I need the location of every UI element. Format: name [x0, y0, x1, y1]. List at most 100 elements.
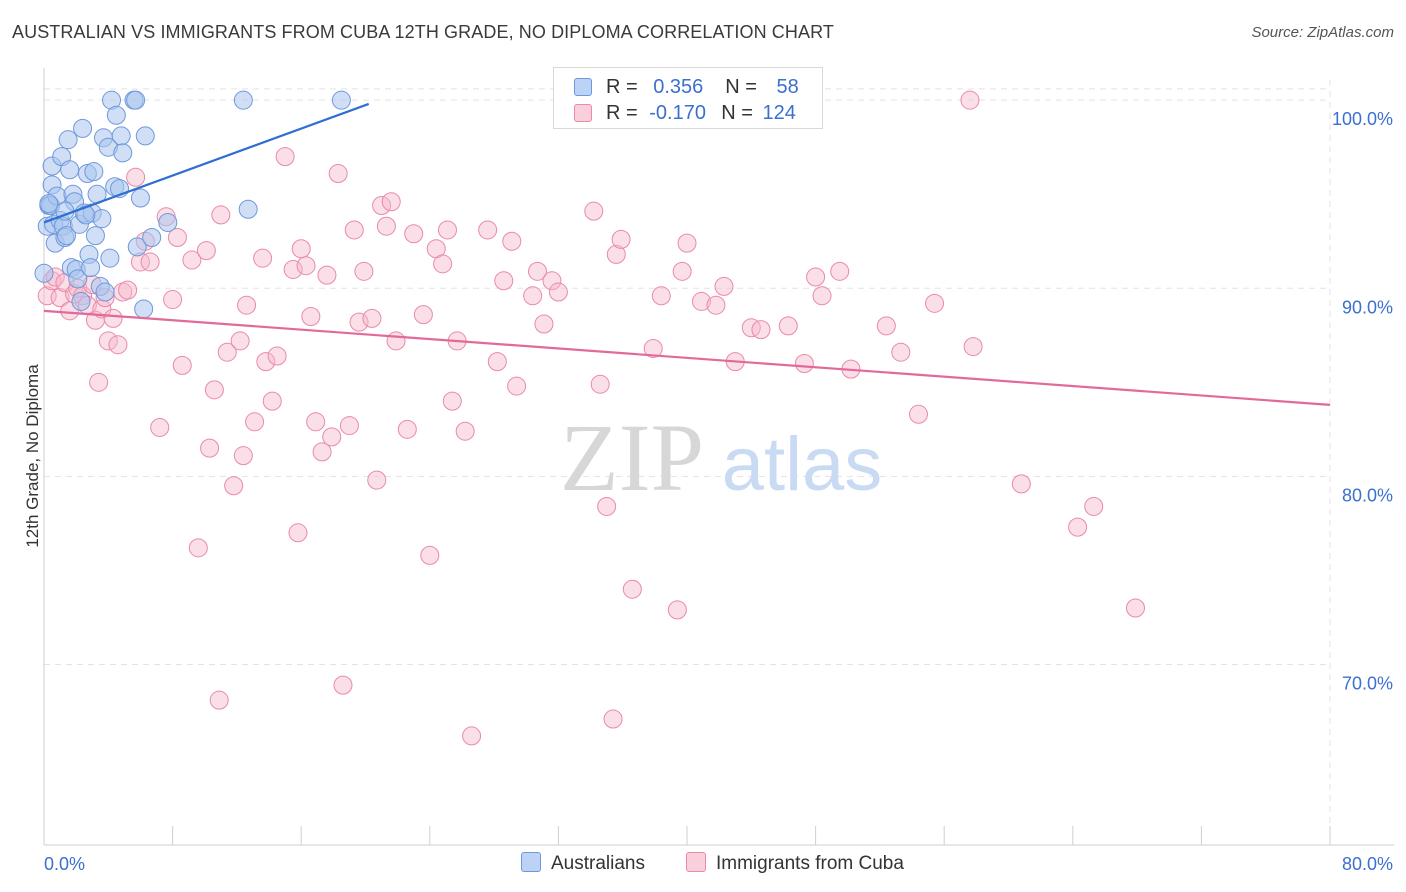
legend-n-label: N =	[725, 76, 757, 98]
point-cuba	[301, 306, 321, 326]
point-cuba	[333, 675, 353, 695]
point-cuba	[188, 538, 208, 558]
point-cuba	[397, 419, 417, 439]
point-cuba	[667, 600, 687, 620]
point-cuba	[433, 254, 453, 274]
point-cuba	[1068, 517, 1088, 537]
point-cuba	[150, 417, 170, 437]
point-cuba	[209, 690, 229, 710]
x-tick-label-max: 80.0%	[1342, 854, 1393, 874]
legend-row-australians: R = 0.356 N = 58	[574, 76, 799, 100]
point-australians	[113, 143, 133, 163]
point-cuba	[606, 244, 626, 264]
point-cuba	[462, 726, 482, 746]
point-cuba	[237, 295, 257, 315]
point-cuba	[233, 446, 253, 466]
point-cuba	[262, 391, 282, 411]
point-cuba	[891, 342, 911, 362]
point-cuba	[312, 442, 332, 462]
watermark-zip: ZIP	[560, 404, 704, 511]
trendline-cuba	[43, 309, 1331, 406]
y-tick-label: 70.0%	[1342, 673, 1393, 693]
point-cuba	[245, 412, 265, 432]
point-cuba	[317, 265, 337, 285]
point-cuba	[542, 271, 562, 291]
point-cuba	[611, 229, 631, 249]
point-cuba	[794, 354, 814, 374]
point-cuba	[651, 286, 671, 306]
point-cuba	[204, 380, 224, 400]
point-australians	[39, 194, 59, 214]
point-cuba	[584, 201, 604, 221]
point-australians	[142, 227, 162, 247]
legend-r-label: R =	[606, 102, 638, 124]
source-label: Source: ZipAtlas.com	[1251, 24, 1394, 41]
point-cuba	[487, 352, 507, 372]
point-cuba	[200, 438, 220, 458]
legend-n-value-cuba: 124	[762, 102, 796, 124]
point-australians	[135, 126, 155, 146]
point-cuba	[812, 286, 832, 306]
point-australians	[95, 282, 115, 302]
point-cuba	[478, 220, 498, 240]
legend-n-value-australians: 58	[776, 76, 799, 98]
point-cuba	[806, 267, 826, 287]
point-cuba	[603, 709, 623, 729]
point-cuba	[1125, 598, 1145, 618]
point-cuba	[751, 320, 771, 340]
point-australians	[331, 90, 351, 110]
point-australians	[100, 248, 120, 268]
point-cuba	[217, 342, 237, 362]
chart-title: AUSTRALIAN VS IMMIGRANTS FROM CUBA 12TH …	[12, 22, 834, 42]
point-australians	[126, 90, 146, 110]
point-cuba	[691, 291, 711, 311]
point-cuba	[442, 391, 462, 411]
point-cuba	[349, 312, 369, 332]
point-cuba	[339, 416, 359, 436]
watermark-atlas: atlas	[722, 422, 883, 507]
point-australians	[73, 118, 93, 138]
point-cuba	[98, 331, 118, 351]
point-australians	[68, 269, 88, 289]
legend-r-value-cuba: -0.170	[649, 102, 706, 124]
point-cuba	[163, 290, 183, 310]
point-cuba	[108, 335, 128, 355]
point-cuba	[741, 318, 761, 338]
legend-n-label: N =	[721, 102, 753, 124]
point-cuba	[677, 233, 697, 253]
point-cuba	[523, 286, 543, 306]
bottom-legend-swatch-cuba	[686, 852, 706, 872]
point-cuba	[253, 248, 273, 268]
point-cuba	[507, 376, 527, 396]
point-cuba	[172, 355, 192, 375]
points-layer	[34, 90, 1145, 746]
point-australians	[106, 105, 126, 125]
point-cuba	[528, 261, 548, 281]
bottom-legend-label-cuba: Immigrants from Cuba	[716, 853, 904, 874]
point-cuba	[211, 205, 231, 225]
point-australians	[134, 299, 154, 319]
trendline-australians	[43, 102, 370, 224]
point-australians	[127, 237, 147, 257]
point-cuba	[830, 261, 850, 281]
point-cuba	[288, 523, 308, 543]
point-cuba	[267, 346, 287, 366]
legend-row-cuba: R = -0.170 N = 124	[574, 102, 796, 126]
correlation-legend: R = 0.356 N = 58 R = -0.170 N = 124	[553, 67, 823, 129]
point-australians	[85, 226, 105, 246]
point-cuba	[118, 280, 138, 300]
point-cuba	[283, 259, 303, 279]
point-cuba	[103, 308, 123, 328]
bottom-legend-cuba: Immigrants from Cuba	[686, 852, 904, 875]
legend-r-label: R =	[606, 76, 638, 98]
point-cuba	[322, 427, 342, 447]
point-cuba	[404, 224, 424, 244]
point-australians	[81, 258, 101, 278]
point-cuba	[140, 252, 160, 272]
point-cuba	[960, 90, 980, 110]
point-australians	[34, 263, 54, 283]
point-australians	[71, 291, 91, 311]
point-cuba	[622, 579, 642, 599]
legend-r-value-australians: 0.356	[653, 76, 704, 98]
